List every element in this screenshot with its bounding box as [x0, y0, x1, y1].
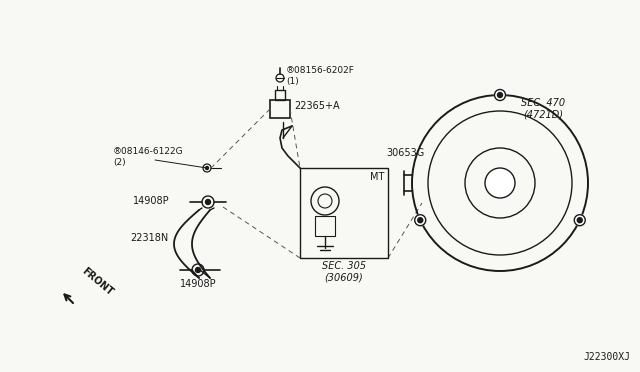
- Text: SEC. 470
(4721D): SEC. 470 (4721D): [521, 98, 565, 120]
- Bar: [315, 216, 335, 236]
- Circle shape: [415, 215, 426, 226]
- Circle shape: [205, 167, 209, 170]
- Text: J22300XJ: J22300XJ: [583, 352, 630, 362]
- Circle shape: [195, 267, 200, 273]
- Circle shape: [574, 215, 585, 226]
- Circle shape: [485, 168, 515, 198]
- Circle shape: [577, 218, 582, 223]
- Text: 30653G: 30653G: [386, 148, 424, 158]
- Text: 22318N: 22318N: [130, 233, 168, 243]
- Circle shape: [495, 90, 506, 100]
- Bar: [275, 90, 285, 100]
- Circle shape: [497, 93, 502, 97]
- Bar: [270, 100, 290, 118]
- Text: FRONT: FRONT: [80, 265, 115, 297]
- Text: SEC. 305
(30609): SEC. 305 (30609): [322, 261, 366, 283]
- Text: 22365+A: 22365+A: [294, 101, 340, 111]
- Text: 14908P: 14908P: [180, 279, 216, 289]
- Text: ®08156-6202F
(1): ®08156-6202F (1): [286, 66, 355, 86]
- Text: 14908P: 14908P: [133, 196, 170, 206]
- Text: MT: MT: [370, 172, 384, 182]
- Text: ®08146-6122G
(2): ®08146-6122G (2): [113, 147, 184, 167]
- Circle shape: [205, 199, 211, 205]
- Bar: [300, 168, 388, 258]
- Circle shape: [418, 218, 423, 223]
